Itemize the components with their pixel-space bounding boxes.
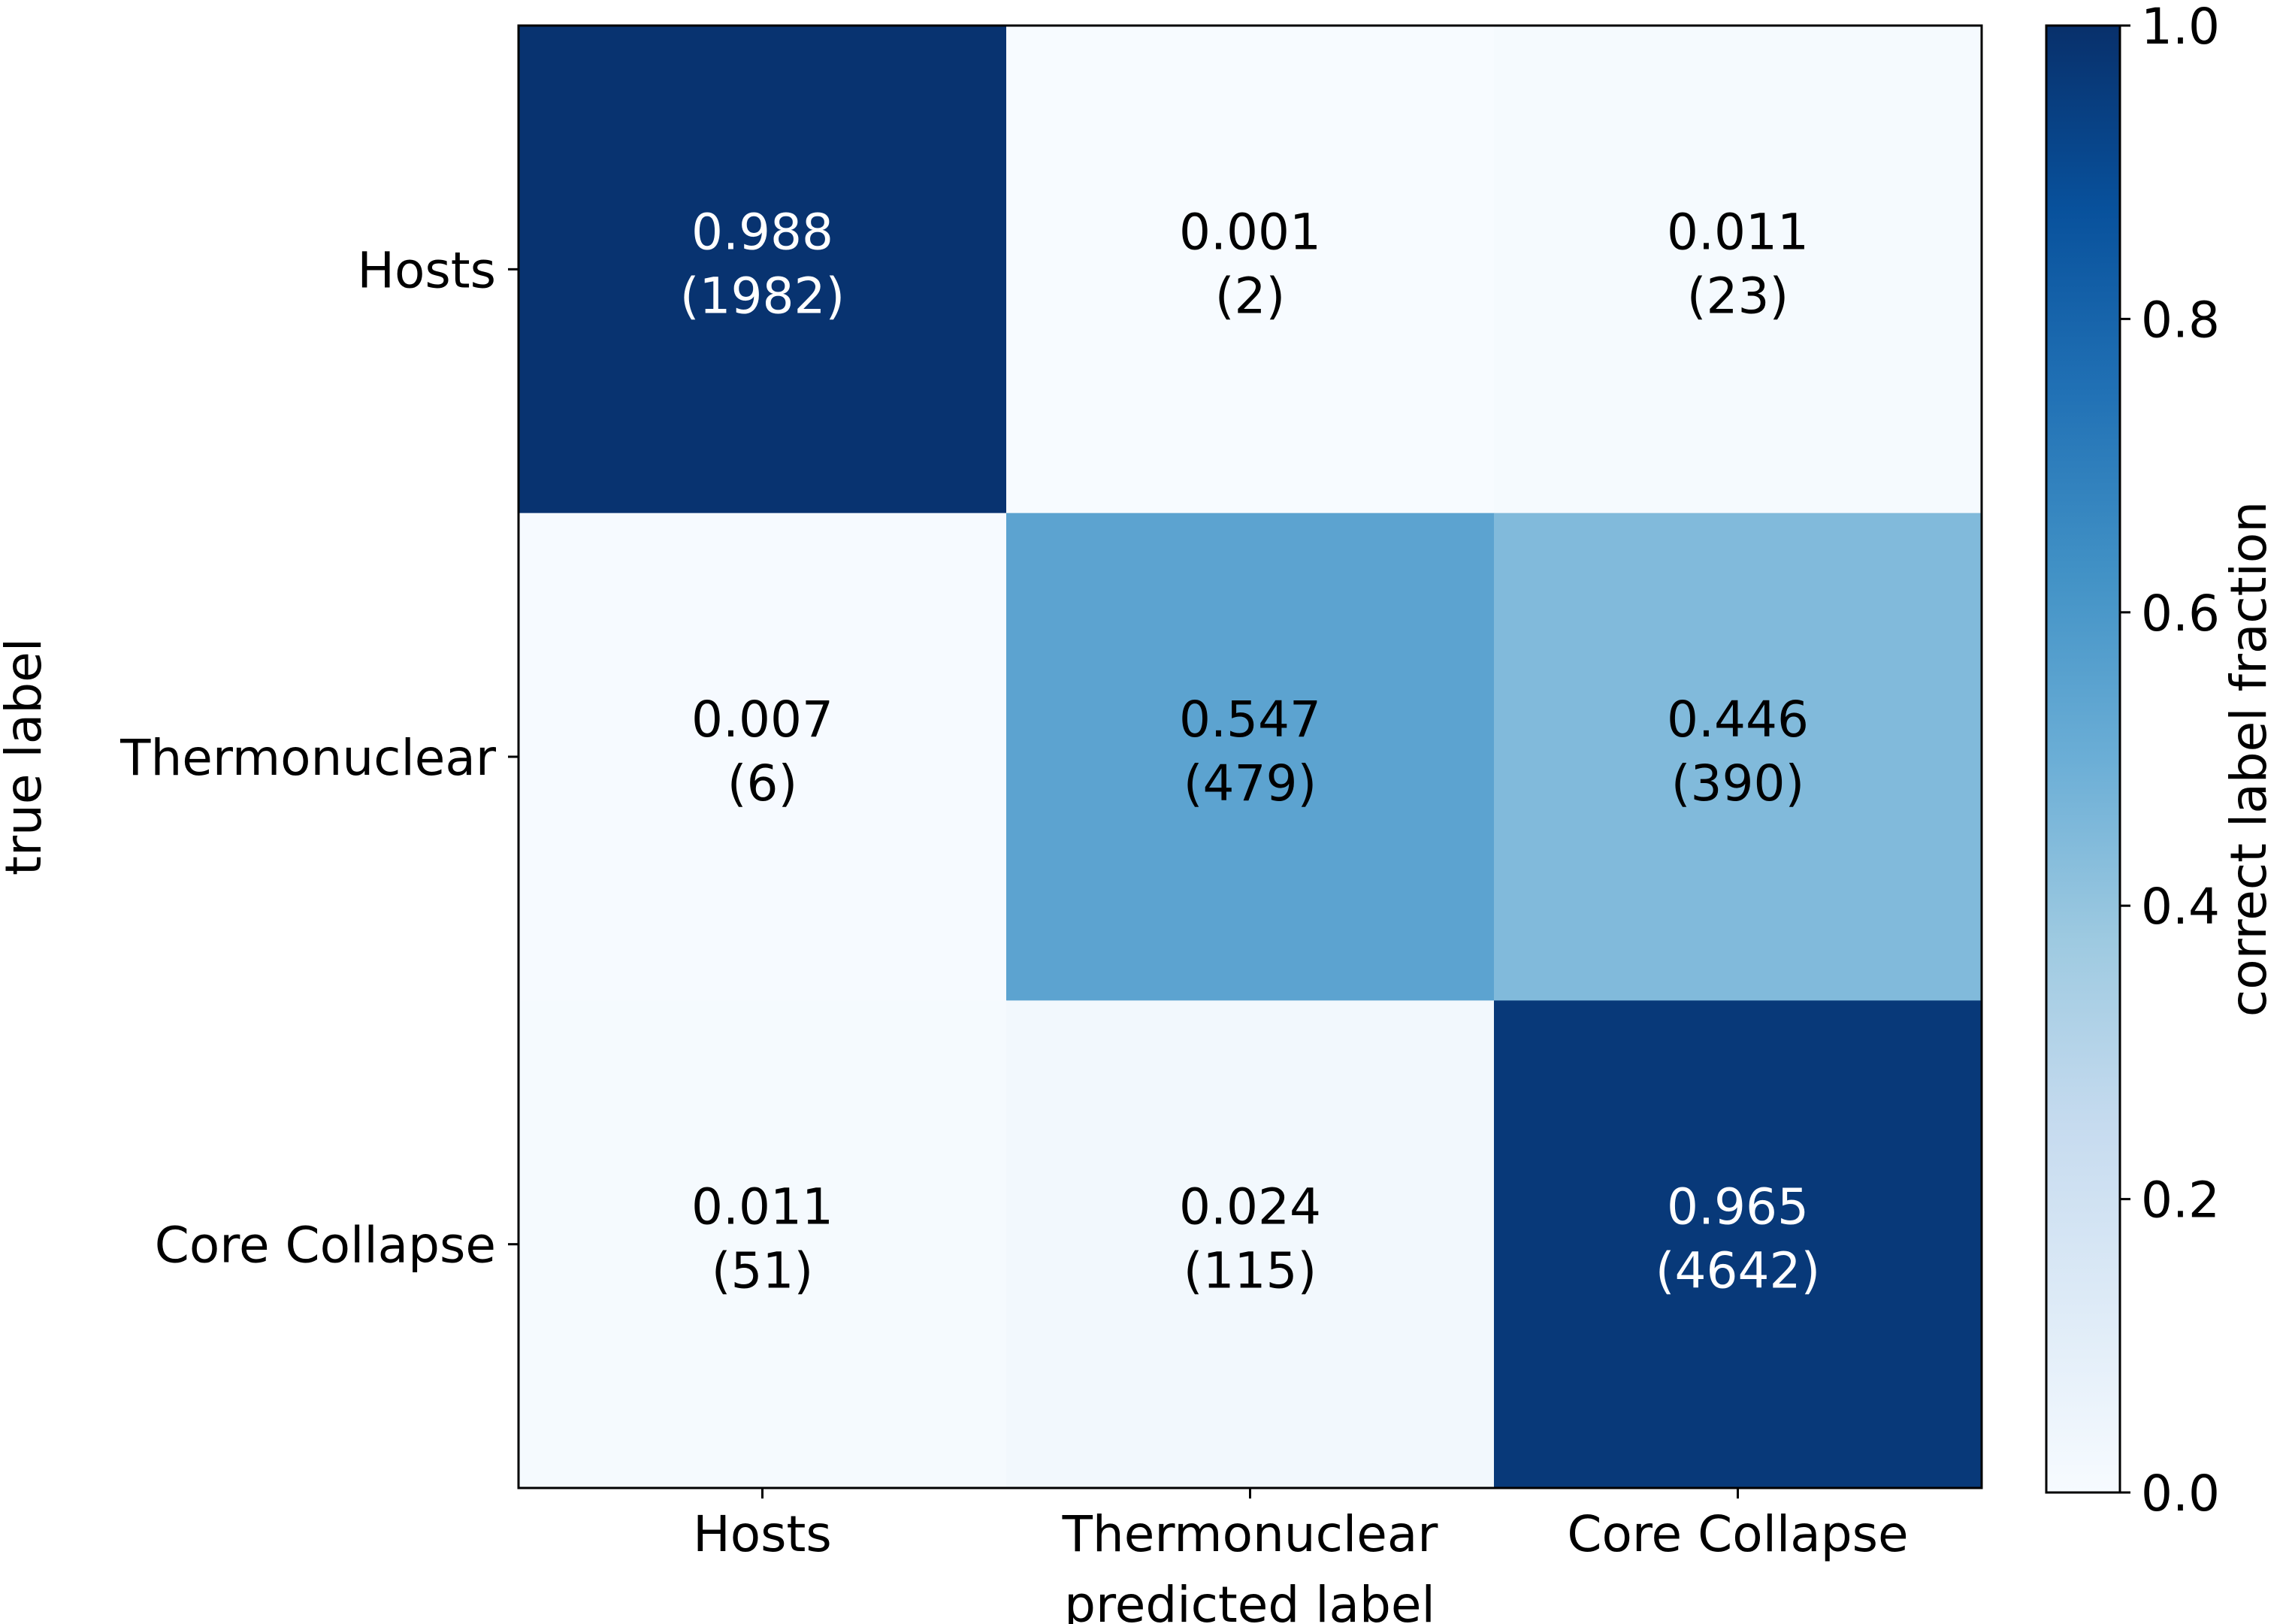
y-tick-label: Core Collapse — [155, 1217, 496, 1275]
cell-value-label: 0.011 — [691, 1178, 833, 1236]
cell-value-label: 0.007 — [691, 691, 833, 748]
colorbar-tick-label: 0.2 — [2141, 1172, 2220, 1229]
x-axis: Hosts Thermonuclear Core Collapse — [693, 1488, 1909, 1563]
y-axis-label: true label — [0, 638, 53, 876]
cell-count-label: (51) — [712, 1242, 813, 1300]
heatmap-cell-r2-c2 — [1006, 513, 1495, 1001]
heatmap-cell-r3-c2 — [1006, 1000, 1495, 1489]
heatmap-cell-r1-c3 — [1494, 26, 1982, 514]
colorbar-label: correct label fraction — [2220, 501, 2278, 1017]
heatmap-cell-r1-c1 — [519, 26, 1007, 514]
cell-labels: 0.988 (1982) 0.001 (2) 0.011 (23) 0.007 (6) 0.54… — [680, 203, 1820, 1299]
heatmap-cell-r3-c3 — [1494, 1000, 1982, 1489]
heatmap-cells — [519, 26, 1982, 1489]
cell-value-label: 0.001 — [1179, 203, 1321, 261]
heatmap-cell-r2-c1 — [519, 513, 1007, 1001]
colorbar-tick-label: 0.4 — [2141, 878, 2220, 936]
cell-value-label: 0.547 — [1179, 691, 1321, 748]
cell-value-label: 0.988 — [691, 203, 833, 261]
x-tick-label: Core Collapse — [1567, 1505, 1908, 1563]
colorbar-tick-label: 0.6 — [2141, 585, 2220, 643]
colorbar-tick-label: 0.8 — [2141, 291, 2220, 349]
cell-count-label: (4642) — [1656, 1242, 1820, 1300]
cell-count-label: (2) — [1215, 267, 1286, 325]
y-tick-label: Hosts — [357, 241, 496, 299]
cell-value-label: 0.965 — [1667, 1178, 1809, 1236]
cell-value-label: 0.011 — [1667, 203, 1809, 261]
colorbar-tick-label: 0.0 — [2141, 1465, 2220, 1523]
cell-value-label: 0.446 — [1667, 691, 1809, 748]
heatmap-cell-r3-c1 — [519, 1000, 1007, 1489]
colorbar-tick-label: 1.0 — [2141, 0, 2220, 56]
cell-count-label: (23) — [1687, 267, 1789, 325]
colorbar-ticks: 0.0 0.2 0.4 0.6 0.8 1.0 — [2120, 0, 2220, 1523]
x-tick-label: Hosts — [693, 1505, 832, 1563]
colorbar: 0.0 0.2 0.4 0.6 0.8 1.0 correct label fractio… — [2045, 0, 2278, 1523]
heatmap-cell-r1-c2 — [1006, 26, 1495, 514]
y-tick-label: Thermonuclear — [119, 729, 497, 787]
cell-value-label: 0.024 — [1179, 1178, 1321, 1236]
y-axis: Hosts Thermonuclear Core Collapse — [119, 241, 519, 1275]
cell-count-label: (479) — [1184, 755, 1317, 812]
x-axis-label: predicted label — [1064, 1576, 1435, 1624]
cell-count-label: (390) — [1671, 755, 1804, 812]
cell-count-label: (1982) — [680, 267, 845, 325]
cell-count-label: (115) — [1184, 1242, 1317, 1300]
colorbar-gradient — [2045, 24, 2121, 1494]
heatmap-cell-r2-c3 — [1494, 513, 1982, 1001]
cell-count-label: (6) — [727, 755, 798, 812]
x-tick-label: Thermonuclear — [1062, 1505, 1439, 1563]
